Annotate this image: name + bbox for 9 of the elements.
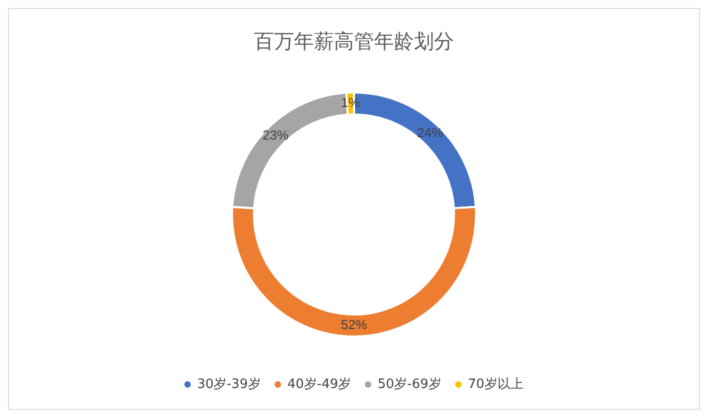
data-label: 52%: [340, 317, 368, 332]
data-label: 1%: [341, 95, 360, 110]
legend-label: 30岁-39岁: [197, 376, 261, 392]
data-label: 23%: [262, 128, 289, 143]
legend-label: 40岁-49岁: [287, 376, 352, 392]
data-label: 24%: [416, 125, 444, 140]
chart-title: 百万年薪高管年龄划分: [254, 29, 454, 54]
legend-label: 50岁-69岁: [378, 376, 442, 392]
legend-label: 70岁以上: [468, 376, 524, 392]
